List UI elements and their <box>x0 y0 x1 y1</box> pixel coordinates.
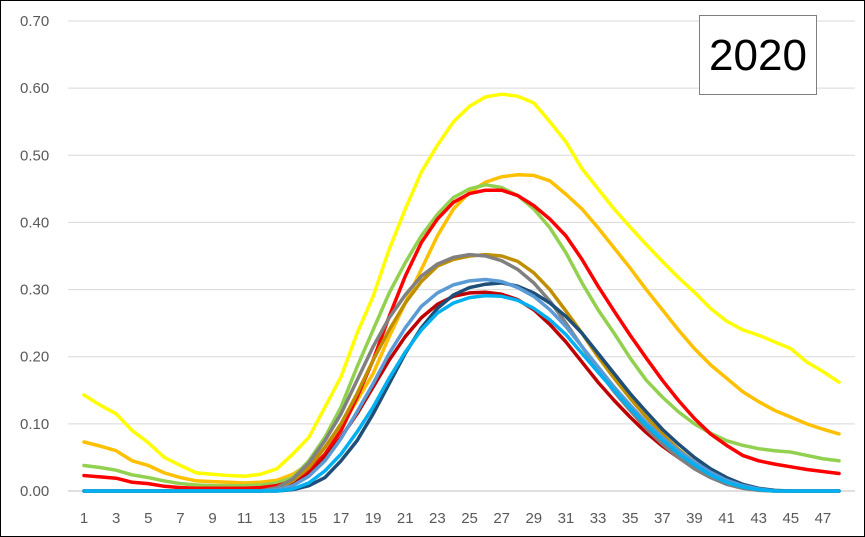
x-tick-label: 43 <box>750 510 767 527</box>
series-line-10 <box>82 293 841 493</box>
y-tick-label: 0.20 <box>20 349 49 366</box>
series-line-3 <box>82 183 841 488</box>
x-tick-label: 15 <box>301 510 318 527</box>
x-tick-label: 9 <box>208 510 216 527</box>
series-line-8 <box>82 281 841 493</box>
x-tick-label: 41 <box>718 510 735 527</box>
x-tick-label: 31 <box>558 510 575 527</box>
x-tick-label: 25 <box>461 510 478 527</box>
y-tick-label: 0.40 <box>20 214 49 231</box>
y-tick-label: 0.70 <box>20 13 49 30</box>
series-line-9 <box>82 277 841 493</box>
x-tick-label: 37 <box>654 510 671 527</box>
x-tick-label: 35 <box>622 510 639 527</box>
y-tick-label: 0.30 <box>20 282 49 299</box>
x-tick-label: 13 <box>268 510 285 527</box>
x-tick-label: 39 <box>686 510 703 527</box>
y-tick-label: 0.00 <box>20 483 49 500</box>
x-tick-label: 17 <box>333 510 350 527</box>
series-lines <box>82 92 841 493</box>
x-tick-label: 5 <box>144 510 152 527</box>
x-tick-label: 47 <box>815 510 832 527</box>
x-tick-label: 1 <box>80 510 88 527</box>
x-tick-label: 19 <box>365 510 382 527</box>
series-line-2 <box>82 173 841 485</box>
x-tick-label: 21 <box>397 510 414 527</box>
x-tick-label: 45 <box>782 510 799 527</box>
y-tick-label: 0.60 <box>20 80 49 97</box>
x-tick-label: 27 <box>493 510 510 527</box>
x-tick-label: 29 <box>525 510 542 527</box>
x-axis-tick-labels: 1 3 5 7 9 11 13 15 17 19 21 23 25 27 29 31 33 35 37 39 41 43 4… <box>80 510 831 527</box>
series-line-1 <box>82 92 841 478</box>
y-tick-label: 0.50 <box>20 147 49 164</box>
x-tick-label: 3 <box>112 510 120 527</box>
y-tick-label: 0.10 <box>20 416 49 433</box>
year-annotation-box <box>699 15 817 95</box>
y-axis-tick-labels: 0.00 0.10 0.20 0.30 0.40 0.50 0.60 0.70 <box>20 13 49 500</box>
series-line-4 <box>82 188 841 491</box>
x-tick-label: 33 <box>590 510 607 527</box>
x-tick-label: 11 <box>237 510 253 527</box>
year-annotation: 2020 <box>709 31 807 80</box>
x-tick-label: 23 <box>429 510 446 527</box>
x-tick-label: 7 <box>176 510 184 527</box>
